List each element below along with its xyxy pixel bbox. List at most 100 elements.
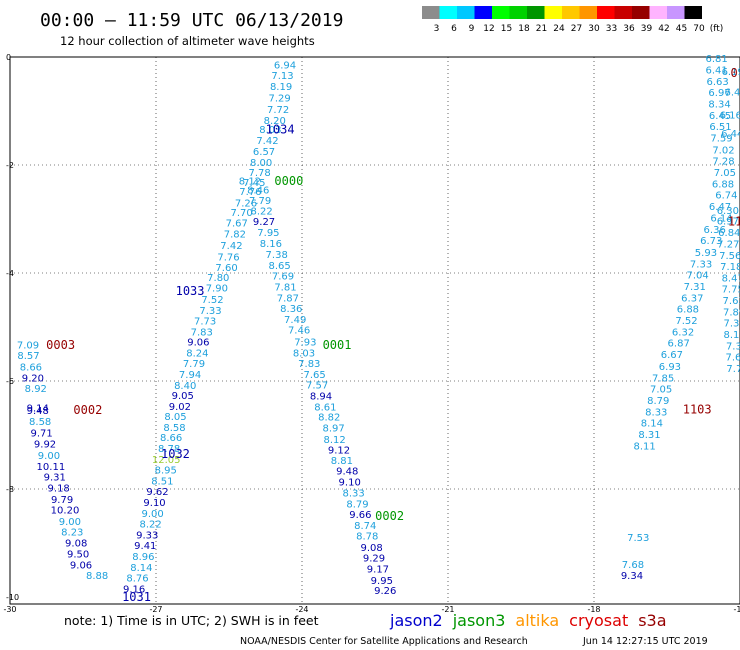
swh-value: 7.38 (266, 250, 288, 261)
legend-label: 36 (623, 24, 635, 34)
swh-value: 8.96 (132, 552, 154, 563)
grid-lines (10, 57, 740, 604)
swh-value: 8.03 (259, 125, 281, 136)
swh-value: 7.04 (687, 271, 709, 282)
swh-value: 12.05 (152, 455, 181, 466)
swh-value: 9.27 (253, 217, 275, 228)
swh-value: 10.11 (37, 462, 66, 473)
y-tick-label: 0 (6, 53, 11, 62)
swh-value: 7.76 (239, 187, 261, 198)
swh-value: 7.26 (235, 198, 257, 209)
swh-value: 9.00 (141, 509, 163, 520)
swh-value: 9.02 (169, 402, 191, 413)
swh-value: 9.10 (143, 498, 165, 509)
swh-value: 6.73 (700, 236, 722, 247)
swh-value: 7.59 (710, 134, 732, 145)
swh-value: 6.51 (709, 122, 731, 133)
swh-value: 8.20 (264, 116, 286, 127)
x-tick-label: -30 (3, 605, 16, 614)
swh-value: 7.79 (183, 359, 205, 370)
legend-swatch (457, 6, 475, 19)
swh-value: 9.14 (27, 404, 49, 415)
swh-value: 8.94 (310, 392, 332, 403)
swh-value: 6.47 (709, 202, 731, 213)
swh-value: 7.42 (256, 136, 278, 147)
pass-label: 1031 (122, 590, 151, 604)
swh-value: 8.16 (724, 330, 740, 341)
swh-value: 6.49 (724, 88, 740, 99)
legend-swatch (667, 6, 685, 19)
swh-value: 7.52 (201, 295, 223, 306)
swh-value: 9.29 (363, 554, 385, 565)
swh-value: 8.46 (247, 185, 269, 196)
pass-label: 0 (731, 66, 738, 80)
swh-value: 7.63 (723, 296, 740, 307)
swh-value: 8.14 (641, 419, 663, 430)
swh-value: 7.95 (257, 228, 279, 239)
swh-value: 8.47 (722, 273, 740, 284)
swh-value: 9.31 (44, 473, 66, 484)
footer-timestamp: Jun 14 12:27:15 UTC 2019 (582, 636, 708, 647)
swh-value: 7.93 (294, 338, 316, 349)
swh-value: 8.78 (158, 444, 180, 455)
swh-value: 9.79 (51, 495, 73, 506)
satellite-name: jason2 (389, 611, 443, 630)
swh-value: 8.19 (270, 82, 292, 93)
swh-value: 7.52 (675, 316, 697, 327)
swh-value: 7.56 (719, 251, 740, 262)
swh-value: 7.02 (712, 145, 734, 156)
swh-value: 7.49 (284, 315, 306, 326)
footer-note: note: 1) Time is in UTC; 2) SWH is in fe… (64, 613, 319, 628)
pass-label: 1032 (161, 447, 190, 461)
swh-value: 8.22 (140, 520, 162, 531)
swh-value: 6.19 (722, 67, 740, 78)
swh-value: 6.36 (704, 225, 726, 236)
swh-value: 9.12 (328, 446, 350, 457)
swh-value: 6.97 (708, 88, 730, 99)
swh-value: 7.42 (220, 241, 242, 252)
legend-label: 9 (469, 24, 475, 34)
legend-label: 33 (606, 24, 617, 34)
y-tick-label: -2 (6, 161, 14, 170)
swh-value: 8.97 (323, 423, 345, 434)
pass-label: 1034 (266, 122, 295, 136)
legend-swatch (492, 6, 510, 19)
swh-value: 7.45 (243, 178, 265, 189)
swh-value: 6.32 (672, 327, 694, 338)
swh-value: 8.88 (86, 571, 108, 582)
legend-swatch (439, 6, 457, 19)
swh-value: 6.97 (717, 217, 739, 228)
swh-value: 7.31 (684, 282, 706, 293)
color-legend: 3 6 9 12 15 18 21 24 27 30 33 36 39 42 45 70 (ft) (422, 6, 723, 34)
swh-value: 7.33 (199, 306, 221, 317)
swh-value: 8.58 (163, 423, 185, 434)
swh-value: 6.88 (712, 179, 734, 190)
swh-value: 7.94 (179, 370, 201, 381)
pass-label: 1033 (176, 284, 205, 298)
pass-label: 11 (728, 215, 740, 229)
swh-value: 7.76 (217, 252, 239, 263)
legend-swatch (614, 6, 632, 19)
swh-value: 9.05 (172, 391, 194, 402)
swh-value: 8.65 (268, 261, 290, 272)
swh-value: 9.62 (146, 487, 168, 498)
legend-swatch (684, 6, 702, 19)
x-tick-label: -21 (441, 605, 454, 614)
legend-swatch (527, 6, 545, 19)
legend-label: 15 (501, 24, 512, 34)
swh-value: 7.46 (288, 326, 310, 337)
legend-swatch (422, 6, 440, 19)
swh-value: 9.20 (22, 373, 44, 384)
swh-value: 8.12 (239, 177, 261, 188)
legend-swatch (509, 6, 527, 19)
pass-label: 0002 (375, 509, 404, 523)
satellite-name: cryosat (569, 611, 628, 630)
swh-value: 7.87 (277, 293, 299, 304)
swh-value: 7.75 (722, 285, 740, 296)
swh-value: 7.85 (652, 373, 674, 384)
swh-value: 8.79 (346, 500, 368, 511)
swh-value: 9.95 (371, 576, 393, 587)
legend-label: 18 (518, 24, 530, 34)
swh-value: 9.08 (360, 543, 382, 554)
